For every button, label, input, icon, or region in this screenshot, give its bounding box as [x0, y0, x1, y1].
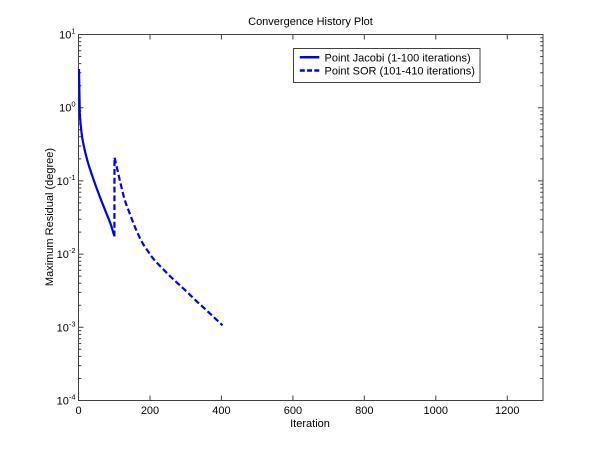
svg-text:1000: 1000 [424, 405, 448, 417]
svg-text:400: 400 [212, 405, 230, 417]
svg-text:Iteration: Iteration [290, 418, 330, 430]
svg-text:Point Jacobi (1-100 iterations: Point Jacobi (1-100 iterations) [325, 52, 471, 64]
svg-text:Maximum Residual (degree): Maximum Residual (degree) [44, 148, 56, 286]
svg-text:0: 0 [75, 405, 81, 417]
svg-text:Convergence History Plot: Convergence History Plot [248, 16, 373, 28]
svg-text:Point SOR (101-410 iterations): Point SOR (101-410 iterations) [325, 66, 475, 78]
svg-text:800: 800 [355, 405, 373, 417]
svg-text:200: 200 [141, 405, 159, 417]
svg-text:1200: 1200 [495, 405, 519, 417]
svg-text:600: 600 [284, 405, 302, 417]
